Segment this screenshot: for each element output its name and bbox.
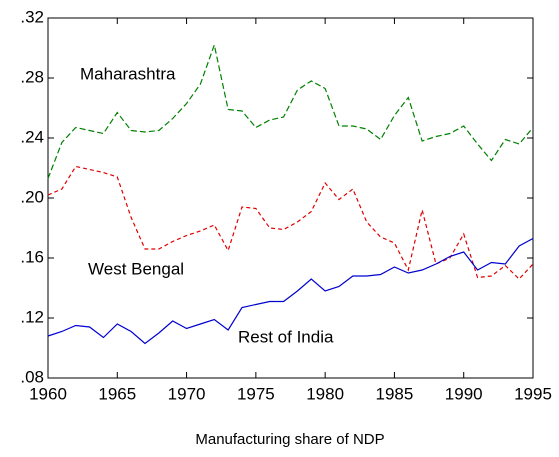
x-tick-label: 1980 bbox=[306, 384, 344, 403]
series-line bbox=[47, 165, 534, 280]
y-tick-label: .20 bbox=[20, 187, 44, 206]
series-label: West Bengal bbox=[88, 259, 184, 278]
y-tick-label: .08 bbox=[20, 367, 44, 386]
series-line bbox=[47, 237, 534, 345]
x-tick-label: 1985 bbox=[376, 384, 414, 403]
series-line bbox=[47, 42, 534, 179]
y-tick-label: .24 bbox=[20, 127, 44, 146]
y-tick-label: .28 bbox=[20, 67, 44, 86]
series-label: Maharashtra bbox=[80, 64, 176, 83]
x-tick-label: 1965 bbox=[98, 384, 136, 403]
y-tick-label: .16 bbox=[20, 247, 44, 266]
x-axis-label: Manufacturing share of NDP bbox=[195, 431, 384, 448]
x-tick-label: 1960 bbox=[29, 384, 67, 403]
y-tick-label: .12 bbox=[20, 307, 44, 326]
x-tick-label: 1975 bbox=[237, 384, 275, 403]
x-tick-label: 1970 bbox=[168, 384, 206, 403]
y-tick-label: .32 bbox=[20, 7, 44, 26]
series-label: Rest of India bbox=[238, 327, 334, 346]
x-tick-label: 1990 bbox=[445, 384, 483, 403]
x-tick-label: 1995 bbox=[514, 384, 552, 403]
